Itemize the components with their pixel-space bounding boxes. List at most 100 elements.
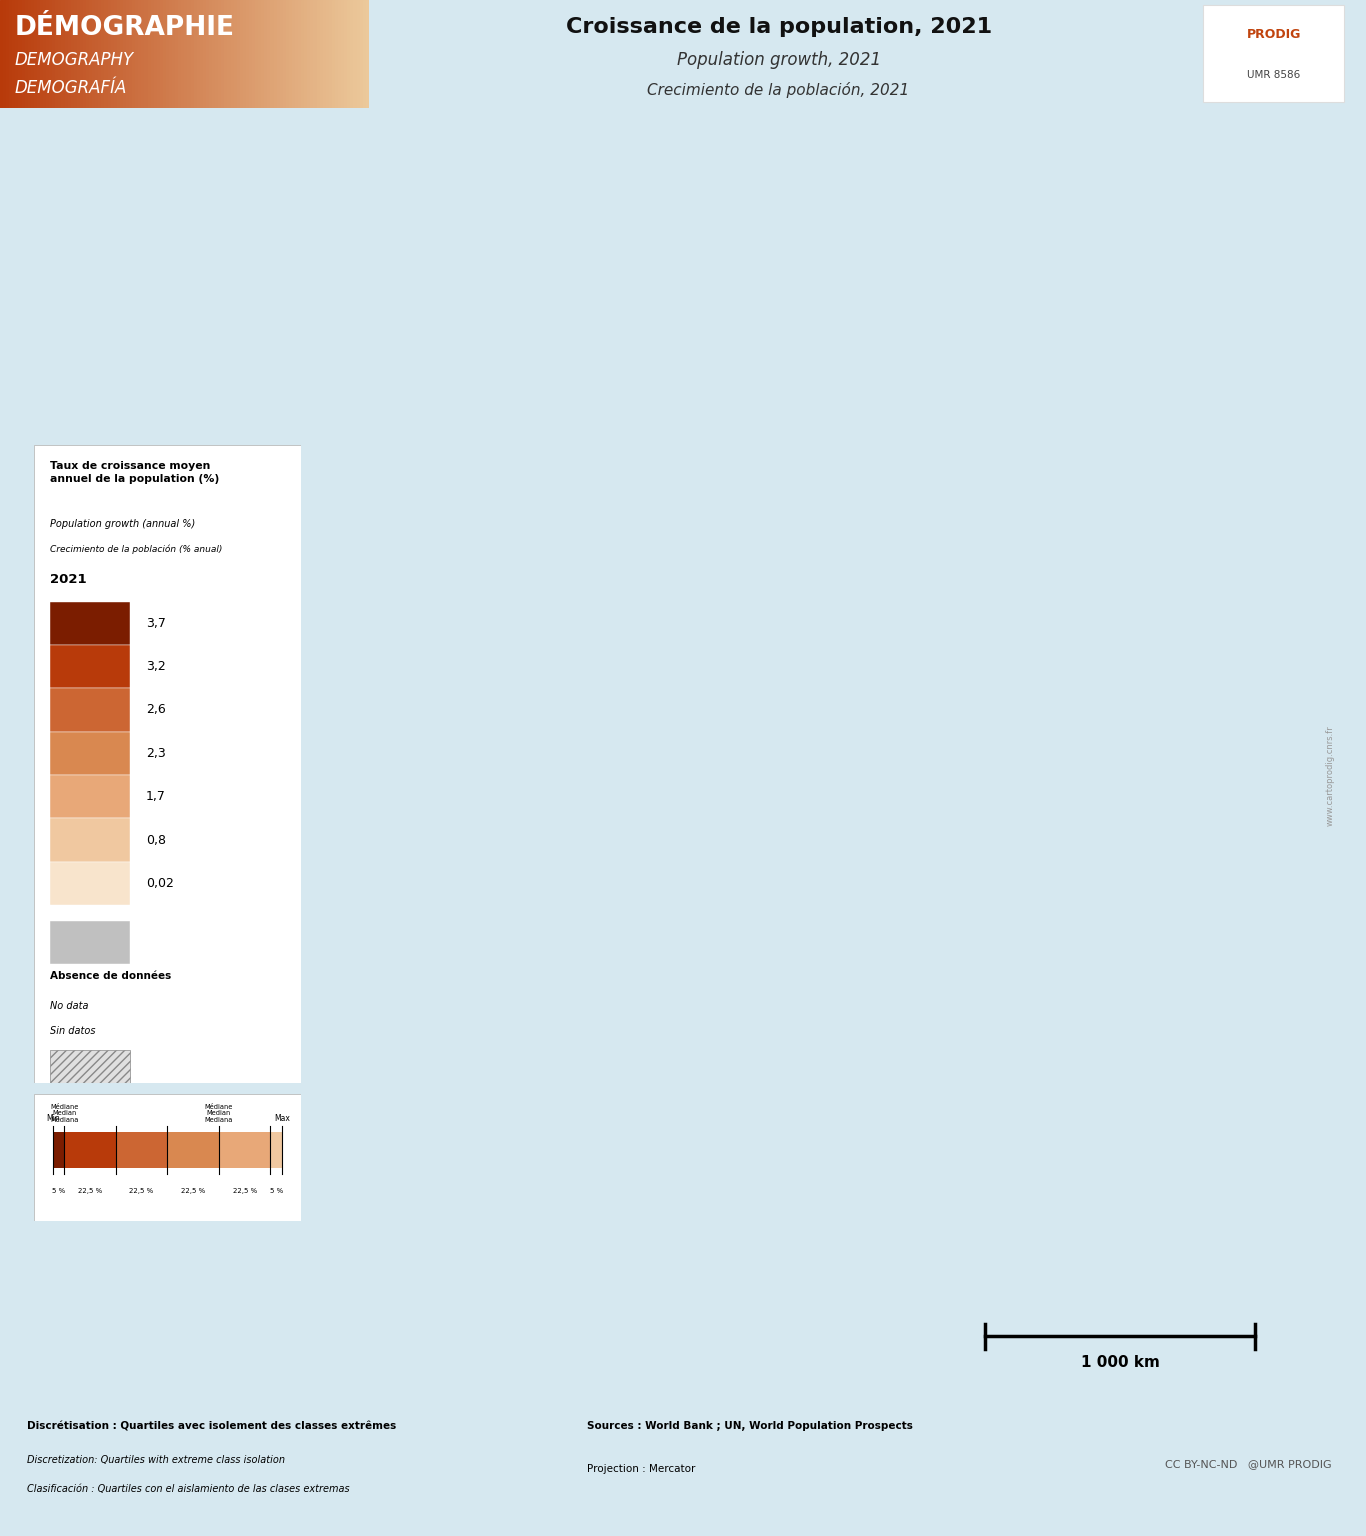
Bar — [305, 0, 307, 108]
Bar — [98, 0, 101, 108]
Bar — [68, 0, 71, 108]
Bar — [285, 0, 290, 108]
Bar — [184, 0, 187, 108]
Bar — [221, 0, 224, 108]
Text: 3,7: 3,7 — [146, 617, 165, 630]
Bar — [51, 776, 130, 819]
Bar — [219, 1132, 270, 1167]
Bar — [332, 0, 335, 108]
Bar — [19, 0, 22, 108]
Text: 2,3: 2,3 — [146, 746, 165, 760]
Bar — [329, 0, 332, 108]
Bar — [255, 0, 258, 108]
Bar — [76, 0, 81, 108]
Text: 5 %: 5 % — [52, 1187, 66, 1193]
Bar — [357, 0, 359, 108]
Bar — [317, 0, 320, 108]
Bar — [199, 0, 202, 108]
Bar — [51, 922, 130, 965]
Text: DEMOGRAFÍA: DEMOGRAFÍA — [15, 80, 127, 97]
Bar — [56, 0, 59, 108]
Bar — [116, 1132, 168, 1167]
Text: Discrétisation : Quartiles avec isolement des classes extrêmes: Discrétisation : Quartiles avec isolemen… — [27, 1421, 396, 1432]
Bar — [154, 0, 157, 108]
Bar — [204, 0, 206, 108]
Bar — [209, 0, 212, 108]
Text: 3,2: 3,2 — [146, 660, 165, 673]
Text: 22,5 %: 22,5 % — [180, 1187, 205, 1193]
Bar — [157, 0, 160, 108]
Text: DÉMOGRAPHIE: DÉMOGRAPHIE — [15, 15, 235, 41]
Bar — [307, 0, 310, 108]
Bar — [101, 0, 105, 108]
Text: Projection : Mercator: Projection : Mercator — [587, 1464, 695, 1475]
Bar — [298, 0, 302, 108]
Bar — [246, 0, 249, 108]
Text: 22,5 %: 22,5 % — [130, 1187, 154, 1193]
Bar — [123, 0, 126, 108]
Bar — [249, 0, 253, 108]
Bar — [46, 0, 49, 108]
Bar — [219, 0, 221, 108]
Bar — [212, 0, 216, 108]
FancyBboxPatch shape — [34, 445, 301, 1083]
Bar — [83, 0, 86, 108]
Bar — [187, 0, 191, 108]
Text: 1 000 km: 1 000 km — [1081, 1355, 1160, 1370]
Bar — [52, 0, 56, 108]
Text: Taux de croissance moyen
annuel de la population (%): Taux de croissance moyen annuel de la po… — [51, 461, 220, 484]
Bar — [51, 819, 130, 862]
Bar — [138, 0, 142, 108]
Text: 22,5 %: 22,5 % — [78, 1187, 102, 1193]
Bar — [268, 0, 270, 108]
Bar — [283, 0, 285, 108]
Bar — [145, 0, 148, 108]
Text: CC BY-NC-ND   @UMR PRODIG: CC BY-NC-ND @UMR PRODIG — [1165, 1459, 1332, 1470]
Text: No data: No data — [51, 1001, 89, 1011]
FancyBboxPatch shape — [34, 1094, 301, 1221]
Bar — [342, 0, 344, 108]
Bar — [44, 0, 46, 108]
Bar — [350, 0, 354, 108]
Bar — [142, 0, 145, 108]
Text: 22,5 %: 22,5 % — [232, 1187, 257, 1193]
Bar — [339, 0, 342, 108]
Bar — [224, 0, 227, 108]
Text: 0,8: 0,8 — [146, 834, 167, 846]
Bar — [51, 602, 130, 645]
Bar — [243, 0, 246, 108]
Bar — [270, 0, 273, 108]
Text: Max: Max — [275, 1114, 290, 1123]
Bar — [108, 0, 111, 108]
Bar — [366, 0, 369, 108]
Bar — [93, 0, 96, 108]
Bar — [168, 1132, 219, 1167]
Bar — [163, 0, 167, 108]
Bar — [120, 0, 123, 108]
Bar — [197, 0, 199, 108]
Text: PRODIG: PRODIG — [1247, 28, 1300, 41]
Bar — [231, 0, 234, 108]
Bar — [216, 0, 219, 108]
Bar — [51, 731, 130, 776]
Bar — [111, 0, 113, 108]
Bar — [359, 0, 363, 108]
Bar — [130, 0, 133, 108]
Bar — [71, 0, 74, 108]
Bar — [240, 0, 243, 108]
Text: Crecimiento de la población (% anual): Crecimiento de la población (% anual) — [51, 544, 223, 554]
Bar — [270, 1132, 281, 1167]
Bar — [314, 0, 317, 108]
Bar — [179, 0, 182, 108]
Bar — [51, 688, 130, 731]
Bar — [59, 0, 61, 108]
Bar — [322, 0, 326, 108]
Bar — [280, 0, 283, 108]
Bar — [113, 0, 117, 108]
Text: Médiane
Median
Mediana: Médiane Median Mediana — [51, 1104, 78, 1123]
Text: Population growth (annual %): Population growth (annual %) — [51, 519, 195, 528]
Text: 0,02: 0,02 — [146, 877, 173, 889]
Bar — [234, 0, 236, 108]
Bar — [265, 0, 268, 108]
Bar — [320, 0, 322, 108]
